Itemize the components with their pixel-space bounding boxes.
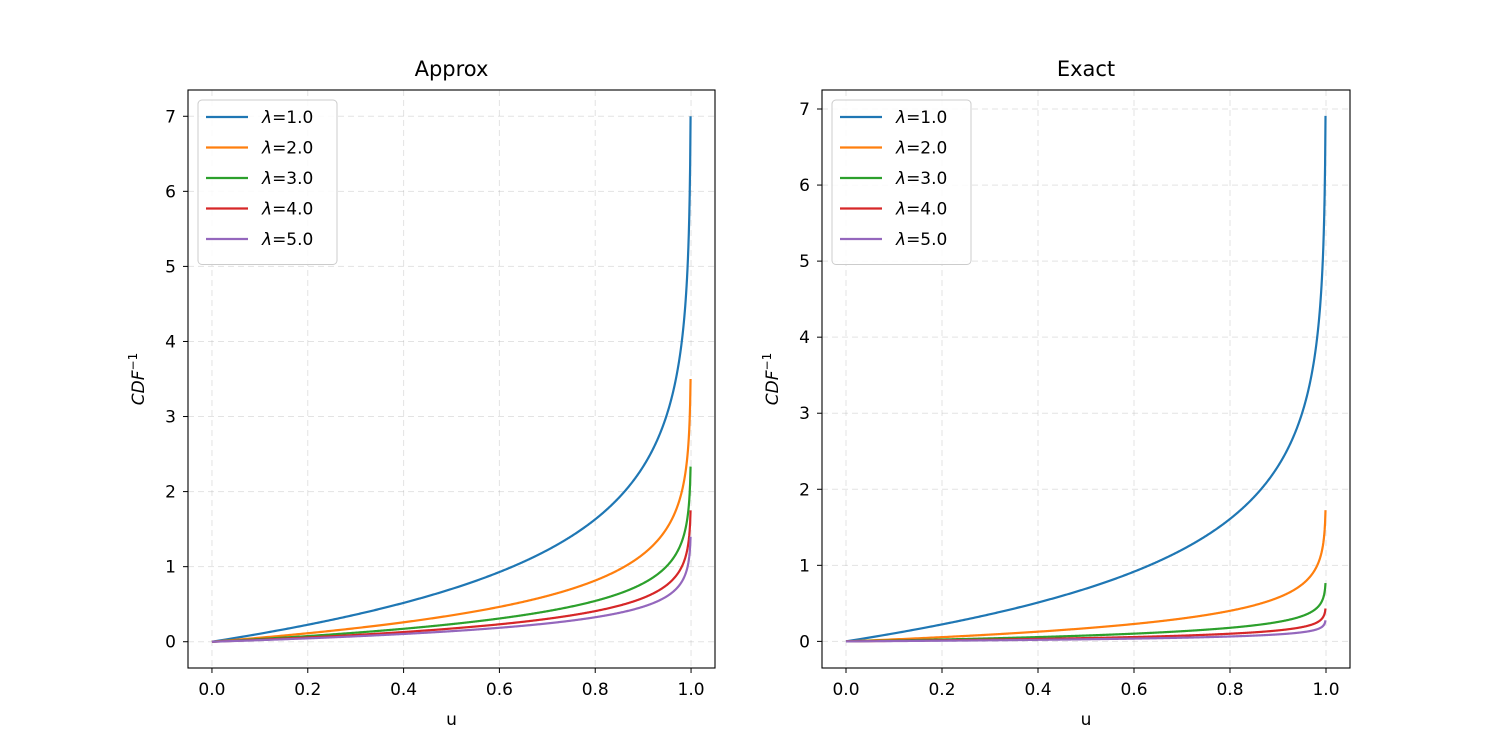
x-tick-label: 0.0 — [198, 680, 225, 700]
series-line-lambda-2 — [211, 378, 692, 643]
x-tick-label: 0.6 — [486, 680, 513, 700]
y-tick-label: 3 — [165, 408, 176, 428]
y-axis-label-base: CDF — [763, 370, 783, 405]
y-tick-label: 5 — [165, 257, 176, 277]
legend-entry: λ=1.0 — [261, 108, 313, 128]
x-tick-label: 0.4 — [390, 680, 417, 700]
x-tick-label: 0.0 — [832, 680, 859, 700]
y-tick-label: 7 — [165, 107, 176, 127]
series-lines — [845, 115, 1327, 643]
legend-entry-label: =4.0 — [906, 200, 947, 220]
legend-lambda-symbol: λ — [895, 169, 906, 189]
legend-entry: λ=3.0 — [895, 169, 947, 189]
y-tick-label: 4 — [799, 328, 810, 348]
x-axis-label: u — [446, 710, 457, 730]
legend-entry-label: =3.0 — [272, 169, 313, 189]
legend-entry-label: =1.0 — [272, 108, 313, 128]
x-axis-label: u — [1081, 710, 1092, 730]
y-tick-label: 2 — [799, 480, 810, 500]
grid — [822, 90, 1350, 668]
y-tick-label: 2 — [165, 483, 176, 503]
legend-box — [197, 99, 338, 265]
y-axis-label: CDF−1 — [760, 353, 783, 405]
legend-entry-label: =2.0 — [272, 139, 313, 159]
x-tick-label: 0.6 — [1120, 680, 1147, 700]
legend-entry: λ=1.0 — [895, 108, 947, 128]
y-axis-label-superscript: −1 — [126, 353, 140, 371]
y-axis-label: CDF−1 — [126, 353, 149, 405]
legend-entry: λ=4.0 — [895, 200, 947, 220]
series-line-lambda-2 — [845, 510, 1327, 643]
series-line-lambda-5 — [845, 620, 1327, 643]
y-tick-label: 6 — [165, 182, 176, 202]
legend-lambda-symbol: λ — [261, 169, 272, 189]
series-line-lambda-1 — [211, 116, 692, 643]
series-line-lambda-4 — [211, 510, 692, 643]
legend-entry-label: =5.0 — [272, 230, 313, 250]
series-line-lambda-3 — [845, 582, 1327, 643]
legend-entry-label: =5.0 — [906, 230, 947, 250]
y-axis-label-base: CDF — [129, 370, 149, 405]
y-tick-label: 0 — [799, 632, 810, 652]
legend-entry: λ=2.0 — [895, 139, 947, 159]
series-line-lambda-5 — [211, 536, 692, 643]
series-line-lambda-3 — [211, 466, 692, 643]
series-line-lambda-1 — [845, 115, 1327, 643]
legend: λ=1.0λ=2.0λ=3.0λ=4.0λ=5.0 — [197, 99, 338, 265]
legend-lambda-symbol: λ — [261, 200, 272, 220]
legend-lambda-symbol: λ — [261, 108, 272, 128]
legend-entry: λ=2.0 — [261, 139, 313, 159]
x-tick-label: 0.8 — [1216, 680, 1243, 700]
x-tick-label: 0.4 — [1024, 680, 1051, 700]
x-tick-label: 0.2 — [928, 680, 955, 700]
legend-lambda-symbol: λ — [895, 139, 906, 159]
axes-frame — [187, 89, 716, 669]
legend-entry-label: =3.0 — [906, 169, 947, 189]
x-tick-label: 0.8 — [582, 680, 609, 700]
legend-entry-label: =1.0 — [906, 108, 947, 128]
y-tick-label: 7 — [799, 100, 810, 120]
y-tick-label: 3 — [799, 404, 810, 424]
legend-entry-label: =4.0 — [272, 200, 313, 220]
panel-approx: 0.0 0.2 0.4 0.6 0.8 1.001234567ApproxuCDF−1λ=… — [126, 57, 716, 730]
panel-exact: 0.0 0.2 0.4 0.6 0.8 1.001234567ExactuCDF−1λ=1… — [760, 57, 1351, 730]
legend-entry: λ=3.0 — [261, 169, 313, 189]
legend-entry-label: =2.0 — [906, 139, 947, 159]
legend-lambda-symbol: λ — [261, 139, 272, 159]
legend-lambda-symbol: λ — [895, 230, 906, 250]
x-tick-label: 1.0 — [1312, 680, 1339, 700]
y-tick-label: 6 — [799, 176, 810, 196]
series-lines — [211, 116, 692, 643]
y-tick-label: 0 — [165, 633, 176, 653]
y-tick-label: 1 — [799, 556, 810, 576]
chart-title: Approx — [415, 57, 489, 81]
legend-lambda-symbol: λ — [261, 230, 272, 250]
x-tick-label: 0.2 — [294, 680, 321, 700]
x-tick-label: 1.0 — [678, 680, 705, 700]
chart-title: Exact — [1057, 57, 1115, 81]
legend-entry: λ=4.0 — [261, 200, 313, 220]
y-axis-label-superscript: −1 — [760, 353, 774, 371]
legend-entry: λ=5.0 — [261, 230, 313, 250]
y-tick-label: 1 — [165, 558, 176, 578]
legend-entry: λ=5.0 — [895, 230, 947, 250]
legend-box — [831, 99, 972, 265]
legend: λ=1.0λ=2.0λ=3.0λ=4.0λ=5.0 — [831, 99, 972, 265]
y-tick-label: 5 — [799, 252, 810, 272]
legend-lambda-symbol: λ — [895, 108, 906, 128]
y-tick-label: 4 — [165, 332, 176, 352]
legend-lambda-symbol: λ — [895, 200, 906, 220]
axes-frame — [821, 89, 1351, 669]
